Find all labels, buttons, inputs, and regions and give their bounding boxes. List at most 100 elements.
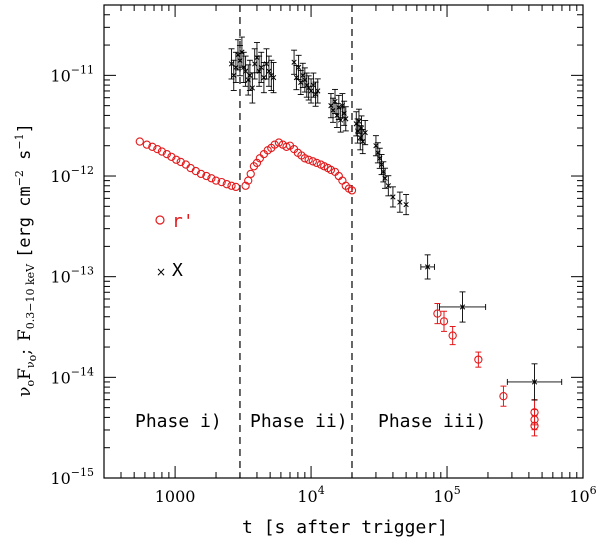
x-ray-point	[315, 88, 321, 94]
r-prime-point	[211, 176, 221, 185]
x-ray-point	[242, 68, 249, 74]
x-ray-point	[231, 72, 237, 79]
r-prime-point	[135, 137, 144, 146]
x-ray-point	[249, 85, 256, 91]
r-prime-point	[246, 169, 255, 179]
phase-label-iii: Phase iii)	[378, 411, 486, 432]
x-ray-point	[360, 138, 366, 145]
x-ray-point	[247, 72, 253, 79]
x-ray-point	[295, 64, 302, 71]
y-axis-label: νoFνo;F0.3−10 keV[erg cm−2 s−1]	[13, 123, 39, 397]
x-ray-point	[305, 85, 312, 91]
y-tick-label: 10−14	[50, 365, 94, 387]
r-prime-point	[282, 142, 291, 151]
r-prime-point	[347, 186, 357, 195]
series-x-ray	[228, 36, 563, 401]
r-prime-point	[530, 421, 539, 430]
r-prime-point	[148, 142, 157, 151]
x-ray-point	[235, 52, 241, 58]
legend-marker-r-prime	[155, 215, 165, 225]
x-ray-point	[291, 59, 297, 65]
x-tick-label: 1000	[155, 487, 196, 506]
svg-text:νoFνo;F0.3−10 keV[erg cm−2 s−1: νoFνo;F0.3−10 keV[erg cm−2 s−1]	[13, 123, 39, 397]
r-prime-point	[312, 158, 321, 168]
x-ray-point	[531, 379, 538, 385]
phase-label-i: Phase i)	[135, 411, 222, 432]
r-prime-point	[326, 165, 336, 175]
x-tick-label: 105	[433, 484, 460, 506]
r-prime-point	[304, 155, 313, 164]
y-tick-label: 10−15	[50, 466, 94, 488]
r-prime-point	[217, 177, 226, 187]
r-prime-point	[222, 180, 231, 189]
r-prime-point	[499, 392, 508, 401]
x-ray-point	[298, 79, 304, 86]
r-prime-point	[231, 182, 241, 192]
x-ray-point	[337, 117, 344, 123]
x-ray-point	[328, 103, 334, 109]
r-prime-point	[448, 331, 457, 340]
r-prime-point	[274, 138, 284, 147]
r-prime-point	[270, 140, 279, 149]
x-ray-point	[385, 183, 391, 189]
y-tick-label: 10−11	[50, 63, 94, 85]
y-tick-label: 10−13	[50, 265, 94, 287]
x-ray-point	[382, 175, 388, 181]
x-ray-point	[266, 68, 272, 74]
x-ray-point	[390, 194, 396, 200]
r-prime-point	[252, 158, 262, 168]
phase-label-ii: Phase ii)	[250, 411, 348, 432]
r-prime-point	[202, 171, 211, 181]
x-tick-label: 104	[297, 484, 324, 506]
r-prime-point	[241, 181, 250, 190]
y-tick-label: 10−12	[50, 164, 94, 186]
r-prime-point	[308, 157, 317, 166]
x-ray-point	[356, 118, 362, 124]
r-prime-point	[300, 154, 309, 163]
r-prime-point	[153, 144, 162, 154]
r-prime-point	[196, 169, 206, 179]
x-ray-point	[293, 74, 300, 81]
phase-boundaries	[239, 5, 353, 478]
x-ray-point	[336, 104, 342, 111]
r-prime-point	[474, 355, 483, 364]
x-ray-point	[252, 61, 258, 67]
r-prime-point	[157, 147, 167, 156]
x-ray-point	[330, 107, 336, 113]
x-ray-point	[270, 74, 277, 81]
r-prime-point	[433, 309, 442, 318]
x-axis-label: t [s after trigger]	[242, 517, 448, 538]
r-prime-point	[172, 155, 181, 164]
legend-label-x: X	[172, 260, 183, 281]
x-ray-point	[362, 129, 368, 136]
x-tick-label: 106	[569, 484, 596, 506]
r-prime-point	[176, 157, 185, 167]
x-ray-point	[300, 72, 306, 79]
r-prime-point	[142, 140, 152, 149]
x-ray-point	[258, 64, 264, 71]
x-ray-point	[233, 64, 239, 71]
x-ray-point	[332, 98, 338, 105]
r-prime-point	[439, 317, 449, 326]
series-r-prime	[135, 137, 539, 437]
x-ray-point	[261, 74, 267, 81]
x-ray-point	[424, 264, 431, 270]
legend-label-r-prime: r'	[172, 211, 194, 232]
plot-frame	[103, 4, 584, 479]
r-prime-point	[227, 181, 236, 190]
axes: 1000 104 105 106 10−15 10−14 10−13 10−12 10−11	[50, 4, 597, 506]
x-ray-point	[308, 88, 314, 94]
x-ray-point	[459, 304, 466, 310]
x-ray-point	[397, 199, 403, 205]
x-ray-point	[403, 201, 409, 208]
legend-marker-x: ×	[156, 265, 166, 279]
x-ray-point	[228, 61, 235, 67]
x-ray-point	[343, 116, 349, 122]
x-ray-point	[312, 91, 319, 97]
r-prime-point	[162, 149, 172, 159]
r-prime-point	[207, 174, 216, 183]
x-ray-point	[263, 61, 270, 67]
x-ray-point	[256, 68, 262, 74]
x-ray-point	[310, 82, 317, 88]
